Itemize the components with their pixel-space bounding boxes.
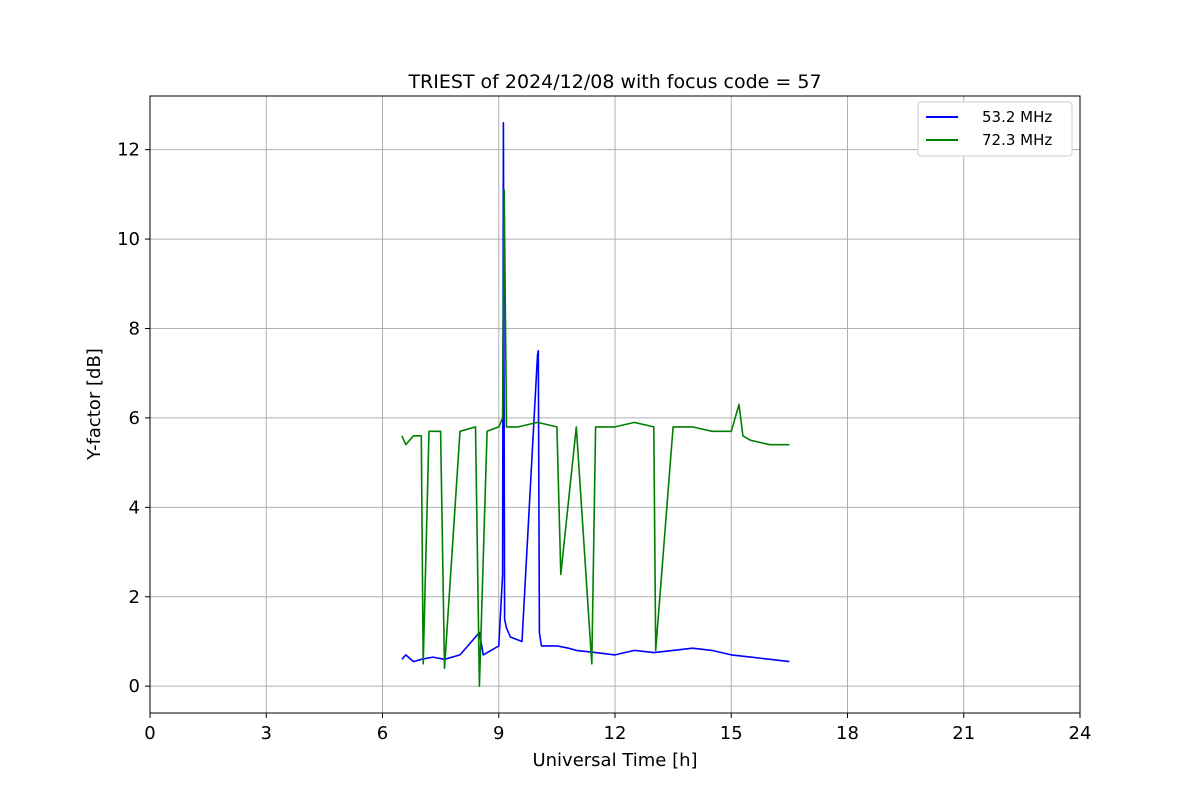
y-tick-label: 4	[129, 497, 140, 518]
y-tick-label: 6	[129, 408, 140, 429]
x-tick-label: 6	[377, 723, 388, 744]
series-line-0	[401, 122, 790, 663]
y-tick-label: 8	[129, 318, 140, 339]
x-tick-label: 0	[144, 723, 155, 744]
series-line-1	[401, 189, 790, 688]
y-tick-label: 10	[117, 229, 140, 250]
chart-title: TRIEST of 2024/12/08 with focus code = 5…	[407, 71, 821, 93]
x-tick-label: 18	[836, 723, 859, 744]
legend-label-53mhz: 53.2 MHz	[982, 108, 1052, 126]
x-tick-label: 3	[261, 723, 272, 744]
legend: 53.2 MHz 72.3 MHz	[917, 101, 1073, 157]
x-tick-label: 15	[720, 723, 743, 744]
y-tick-label: 0	[129, 676, 140, 697]
x-tick-label: 21	[952, 723, 975, 744]
y-axis-label: Y-factor [dB]	[84, 348, 105, 461]
y-tick-label: 12	[117, 140, 140, 161]
y-tick-label: 2	[129, 587, 140, 608]
x-tick-label: 9	[493, 723, 504, 744]
series-layer	[401, 122, 790, 688]
x-axis-label: Universal Time [h]	[532, 750, 697, 771]
legend-label-72mhz: 72.3 MHz	[982, 131, 1052, 149]
legend-box	[917, 101, 1073, 157]
x-tick-label: 24	[1069, 723, 1092, 744]
x-tick-label: 12	[604, 723, 627, 744]
